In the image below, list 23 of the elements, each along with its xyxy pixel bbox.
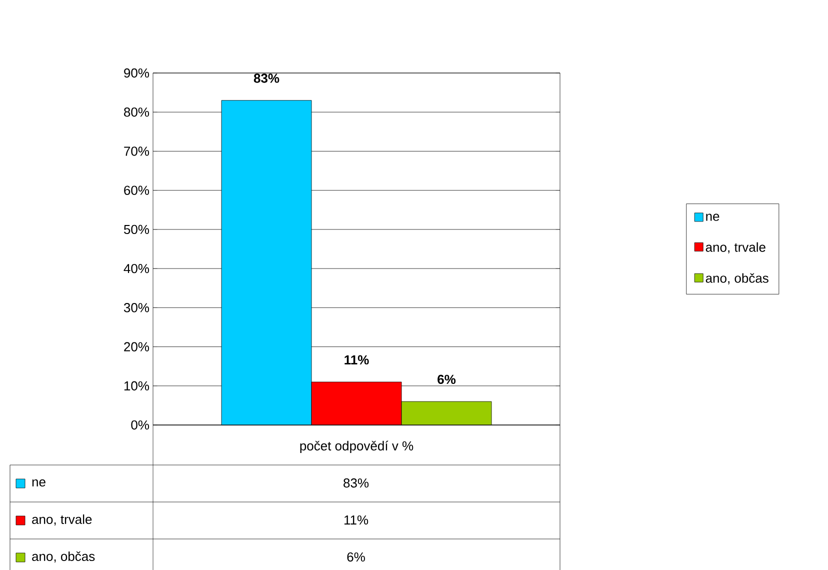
y-tick-label: 90%	[124, 68, 150, 78]
text: 11%	[344, 515, 368, 525]
legend-label: ano, trvale	[32, 514, 92, 526]
y-tick-label: 50%	[124, 224, 150, 234]
y-tick-label: 0%	[131, 420, 150, 430]
data-label: 83%	[254, 74, 280, 83]
y-tick-label: 30%	[124, 303, 150, 312]
y-tick-label: 20%	[124, 342, 150, 352]
y-tick-label: 60%	[124, 186, 150, 195]
y-tick-label: 70%	[124, 146, 150, 156]
legend-label: ano, občas	[706, 273, 768, 284]
data-label: 11%	[344, 355, 369, 364]
text: ne	[706, 214, 720, 221]
text: ano, občas	[32, 551, 95, 563]
y-tick-label: 80%	[124, 108, 150, 117]
y-tick-label: 10%	[124, 381, 150, 390]
text: 6%	[347, 552, 365, 562]
data-label: 6%	[438, 374, 456, 384]
text: ano, trvale	[706, 242, 766, 254]
text: 83%	[344, 478, 369, 488]
legend-label: ne	[32, 479, 46, 487]
y-tick-label: 40%	[124, 264, 150, 274]
x-tick-label: počet odpovědí v %	[300, 440, 414, 454]
